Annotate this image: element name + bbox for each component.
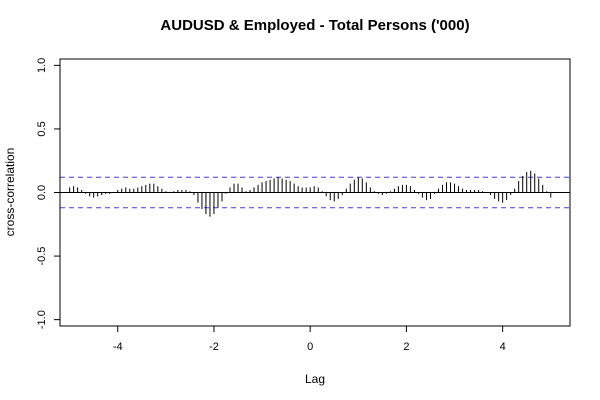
correlation-bars xyxy=(69,170,552,217)
y-tick-label: -0.5 xyxy=(36,247,48,266)
confidence-bounds xyxy=(60,176,570,209)
x-axis-label: Lag xyxy=(305,372,325,386)
x-tick-label: 4 xyxy=(500,341,506,353)
y-axis-label: cross-correlation xyxy=(3,148,17,237)
x-tick-label: -2 xyxy=(209,341,219,353)
y-tick-label: -1.0 xyxy=(36,310,48,329)
x-tick-label: -4 xyxy=(113,341,123,353)
y-tick-label: 0.5 xyxy=(36,121,48,136)
x-tick-label: 2 xyxy=(403,341,409,353)
x-tick-label: 0 xyxy=(307,341,313,353)
chart-title: AUDUSD & Employed - Total Persons ('000) xyxy=(160,17,469,34)
y-tick-label: 1.0 xyxy=(36,58,48,73)
y-tick-label: 0.0 xyxy=(36,185,48,200)
x-axis: -4 -2 0 2 4 xyxy=(113,325,506,353)
y-axis: -1.0 -0.5 0.0 0.5 1.0 xyxy=(36,58,61,329)
